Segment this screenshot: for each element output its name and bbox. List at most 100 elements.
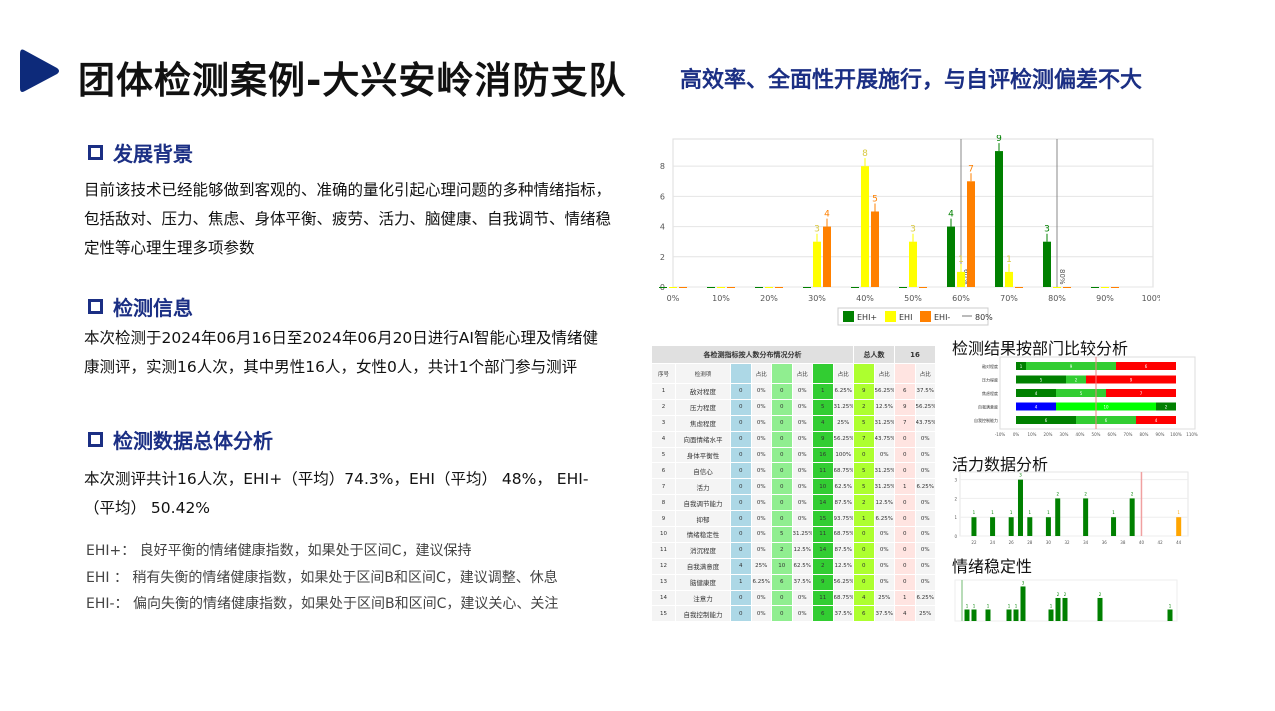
table-cell: 5 [853, 462, 875, 480]
data-label: 9 [996, 135, 1002, 144]
bar-segment [1026, 362, 1116, 370]
data-label: 2 [1131, 491, 1134, 496]
x-tick-label: -10% [995, 432, 1006, 437]
table-cell: 0% [791, 589, 813, 607]
row-label: 自我控制能力 [974, 417, 998, 423]
table-cell: 2 [812, 557, 834, 575]
table-cell: 6 [771, 573, 793, 591]
table-cell: 68.75% [832, 526, 854, 543]
bar-EHI [1053, 287, 1061, 288]
table-cell: 0% [914, 526, 936, 543]
bar-EHI- [727, 287, 735, 288]
table-cell: 0% [914, 573, 936, 591]
table-cell: 6 [812, 605, 834, 623]
bar-EHI [1005, 271, 1013, 287]
bar [971, 609, 977, 621]
bar [1017, 479, 1023, 536]
table-cell: 0 [730, 414, 752, 432]
y-tick-label: 2 [660, 253, 665, 262]
table-cell: 0% [873, 557, 895, 575]
table-cell: 5 [651, 446, 676, 464]
bar-segment [1056, 389, 1106, 397]
bar-EHI+ [995, 151, 1003, 287]
table-cell: 0 [894, 494, 916, 512]
bar [985, 609, 991, 621]
table-cell: 0 [771, 494, 793, 512]
heading-text: 发展背景 [113, 142, 193, 166]
table-cell: 0% [750, 494, 772, 512]
y-tick-label: 4 [660, 223, 665, 232]
table-cell: 13 [651, 573, 676, 591]
bar-segment [1016, 362, 1026, 370]
table-cell: 0% [750, 446, 772, 464]
square-bullet-icon [88, 299, 103, 314]
table-cell: 0% [791, 605, 813, 623]
table-cell: 0% [791, 398, 813, 416]
level-column-header [730, 363, 752, 384]
x-tick-label: 50% [904, 294, 922, 303]
table-row: 11 消沉程度 0 0% 2 12.5% 14 87.5% 0 0% 0 0% [651, 541, 936, 559]
data-label: 1 [1029, 510, 1032, 515]
table-cell: 0 [771, 398, 793, 416]
table-cell: 4 [853, 589, 875, 607]
table-cell: 87.5% [832, 541, 854, 559]
bar [1048, 609, 1054, 621]
bar-segment [1156, 402, 1176, 411]
x-tick-label: 34 [1083, 540, 1089, 545]
distribution-table: 各检测指标按人数分布情况分析 总人数 16 序号 检测项 占比 占比 占比 占比 占比 1 敌对程度 0… [651, 345, 936, 623]
table-cell: 9 [894, 398, 916, 416]
note-ehi: EHI ： 稍有失衡的情绪健康指数，如果处于区间B和区间C，建议调整、休息 [86, 569, 558, 586]
level-column-header [853, 363, 875, 384]
table-cell: 0% [873, 573, 895, 591]
segment-label: 6 [1045, 418, 1048, 423]
table-cell: 1 [853, 510, 875, 528]
legend-label: EHI+ [857, 313, 877, 322]
data-label: 1 [973, 603, 976, 608]
table-row: 9 抑郁 0 0% 0 0% 15 93.75% 1 6.25% 0 0% [651, 510, 936, 528]
legend-box [837, 307, 989, 326]
dept-chart-title: 检测结果按部门比较分析 [952, 339, 1129, 358]
bar [1111, 517, 1117, 536]
segment-label: 6 [1145, 364, 1148, 369]
bar [1008, 517, 1014, 536]
table-cell: 0 [771, 383, 793, 400]
bar-EHI- [919, 287, 927, 288]
table-cell: 0% [791, 494, 813, 512]
bar [1006, 609, 1012, 621]
bar [990, 517, 996, 536]
bar-EHI+ [851, 287, 859, 288]
table-cell: 焦虑程度 [675, 414, 731, 432]
data-label: 1 [1006, 255, 1012, 265]
bar [1167, 609, 1173, 621]
bar-segment [1116, 362, 1176, 370]
bar-segment [1106, 389, 1176, 397]
table-cell: 0 [853, 446, 875, 464]
x-tick-label: 20% [1044, 432, 1053, 437]
segment-label: 4 [1035, 405, 1038, 410]
bar-EHI- [967, 181, 975, 287]
table-cell: 14 [812, 541, 834, 559]
x-tick-label: 80% [1048, 294, 1066, 303]
table-cell: 15 [651, 605, 676, 623]
play-triangle-icon [20, 49, 59, 92]
column-header: 检测项 [675, 363, 731, 384]
table-cell: 自我控制能力 [675, 605, 731, 623]
row-label: 敌对程度 [982, 363, 998, 369]
table-cell: 0 [730, 398, 752, 416]
bar-EHI+ [1043, 241, 1051, 287]
x-tick-label: 70% [1124, 432, 1133, 437]
table-cell: 6 [894, 383, 916, 400]
table-cell: 2 [853, 398, 875, 416]
table-cell: 37.5% [873, 605, 895, 623]
table-cell: 37.5% [914, 383, 936, 400]
data-label: 1 [1112, 510, 1115, 515]
bar-EHI- [1063, 287, 1071, 288]
table-cell: 11 [812, 462, 834, 480]
data-label: 1 [1169, 603, 1172, 608]
table-cell: 0 [771, 589, 793, 607]
table-cell: 脑健康度 [675, 573, 731, 591]
bar-EHI+ [659, 287, 667, 288]
data-label: 2 [1057, 592, 1060, 597]
table-cell: 6.25% [914, 589, 936, 607]
table-cell: 14 [812, 494, 834, 512]
